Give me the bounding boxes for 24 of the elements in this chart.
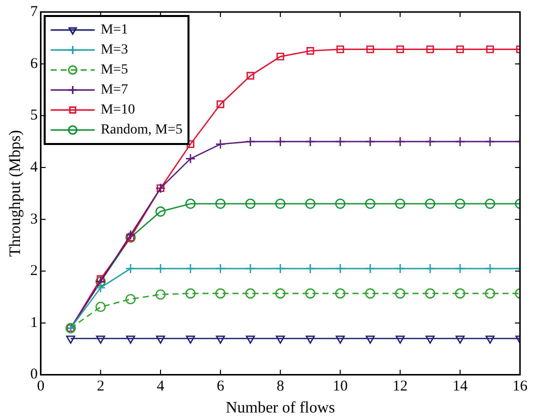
y-tick-label: 7 bbox=[30, 4, 38, 20]
y-tick-label: 2 bbox=[30, 263, 38, 280]
x-axis-title: Number of flows bbox=[226, 400, 336, 417]
y-tick-label: 0 bbox=[30, 366, 38, 383]
y-axis-title: Throughput (Mbps) bbox=[6, 130, 24, 257]
legend-label: M=1 bbox=[100, 22, 128, 38]
legend-label: M=7 bbox=[100, 82, 128, 98]
x-tick-label: 6 bbox=[216, 378, 225, 395]
legend-label: Random, M=5 bbox=[100, 122, 182, 138]
x-tick-label: 12 bbox=[392, 378, 408, 395]
y-tick-label: 3 bbox=[30, 211, 38, 228]
y-tick-label: 1 bbox=[30, 314, 38, 331]
x-tick-label: 8 bbox=[276, 378, 284, 395]
x-tick-label: 10 bbox=[332, 378, 348, 395]
x-tick-label: 4 bbox=[156, 378, 165, 395]
x-tick-label: 16 bbox=[512, 378, 528, 395]
legend-label: M=3 bbox=[100, 42, 128, 58]
x-tick-label: 14 bbox=[452, 378, 468, 395]
y-tick-label: 6 bbox=[30, 56, 38, 72]
y-tick-label: 4 bbox=[30, 159, 38, 176]
legend-label: M=5 bbox=[100, 62, 128, 78]
x-tick-label: 2 bbox=[96, 378, 104, 395]
legend-label: M=10 bbox=[100, 102, 136, 118]
y-tick-label: 5 bbox=[30, 108, 38, 124]
